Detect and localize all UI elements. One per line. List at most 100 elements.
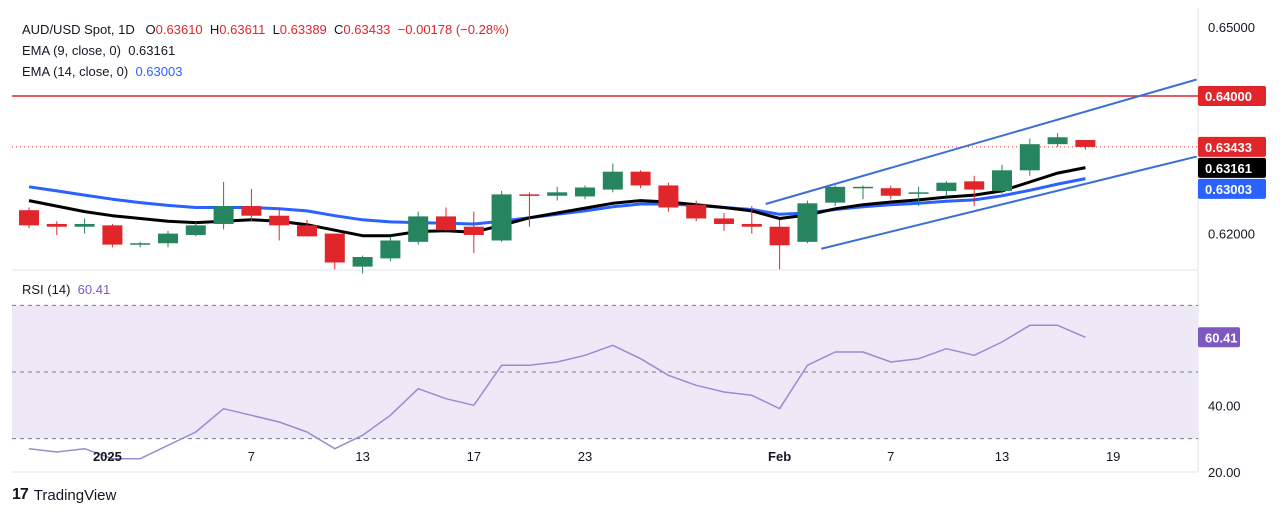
rsi-value-label: 60.41 — [1205, 330, 1238, 345]
candle-up — [853, 185, 873, 200]
rsi-tick-label: 20.00 — [1208, 465, 1241, 480]
resistance-price-label-bg — [1198, 86, 1266, 106]
low-value: 0.63389 — [279, 22, 327, 37]
candle-up — [185, 222, 206, 237]
time-tick-label: 23 — [578, 449, 592, 464]
candle-body — [992, 170, 1012, 191]
ema9-value: 0.63161 — [128, 43, 176, 58]
close-label: C — [334, 22, 344, 37]
candle-up — [352, 255, 373, 274]
high-value: 0.63611 — [219, 22, 266, 37]
candle-down — [102, 223, 123, 248]
time-tick-label: 17 — [467, 449, 481, 464]
candle-body — [714, 218, 734, 224]
candle-body — [102, 225, 123, 245]
candle-down — [46, 221, 67, 235]
candle-down — [714, 212, 734, 231]
rsi-label: RSI (14) — [22, 282, 71, 297]
candle-down — [519, 192, 540, 227]
price-label-bg — [1198, 157, 1266, 178]
candle-up — [158, 230, 178, 248]
candle-body — [463, 226, 484, 235]
channel-upper-line — [765, 78, 1197, 205]
candle-body — [185, 225, 206, 235]
candle-body — [241, 206, 262, 216]
candle-up — [408, 211, 429, 245]
time-tick-label: 2025 — [93, 449, 122, 464]
candle-body — [213, 206, 234, 224]
candle-body — [74, 223, 95, 227]
time-tick-label: 7 — [887, 449, 894, 464]
low-label: L — [272, 22, 280, 37]
close-value: 0.63433 — [343, 22, 391, 37]
candle-body — [575, 187, 595, 197]
ohlc-legend: AUD/USD Spot, 1D O0.63610 H0.63611 L0.63… — [22, 22, 509, 37]
candle-up — [908, 186, 929, 207]
candle-body — [936, 182, 957, 191]
candle-body — [964, 181, 985, 190]
resistance-price-label: 0.64000 — [1205, 89, 1252, 104]
candle-down — [880, 185, 901, 200]
candle-body — [19, 210, 39, 226]
rsi-line — [28, 324, 1086, 460]
candle-up — [74, 218, 95, 234]
candle-body — [130, 243, 151, 245]
candle-body — [297, 225, 317, 237]
high-label: H — [209, 22, 220, 37]
candle-body — [491, 194, 512, 241]
candle-down — [241, 188, 262, 222]
candle-body — [158, 233, 178, 244]
candle-up — [1047, 133, 1068, 147]
candle-down — [658, 182, 679, 212]
channel-lower-line — [821, 155, 1197, 250]
price-label-bg — [1198, 178, 1266, 199]
candle-body — [630, 171, 651, 186]
candle-down — [324, 233, 345, 270]
ema14-label: EMA (14, close, 0) — [22, 64, 129, 79]
time-tick-label: 7 — [248, 449, 255, 464]
candle-up — [547, 186, 568, 201]
candle-up — [1019, 138, 1040, 176]
candle-down — [1075, 140, 1096, 150]
candle-body — [1047, 137, 1068, 145]
candle-up — [380, 236, 401, 262]
candle-down — [463, 211, 484, 253]
price-tick-label: 0.62000 — [1208, 227, 1255, 242]
candle-body — [769, 226, 790, 246]
candle-up — [602, 163, 623, 193]
rsi-value-label-bg — [1198, 327, 1240, 348]
candle-body — [380, 240, 401, 259]
ema14-line — [28, 177, 1086, 226]
symbol-label: AUD/USD Spot, 1D — [22, 22, 135, 37]
candle-up — [491, 190, 512, 242]
candle-up — [936, 181, 957, 197]
candle-body — [519, 194, 540, 196]
tradingview-brand[interactable]: 17 TradingView — [12, 486, 116, 504]
rsi-tick-label: 40.00 — [1208, 398, 1241, 413]
candle-body — [46, 223, 67, 227]
open-value: 0.63610 — [155, 22, 203, 37]
candle-body — [408, 216, 429, 242]
rsi-legend-value: 60.41 — [77, 282, 111, 297]
candle-up — [825, 185, 846, 207]
candle-down — [297, 219, 317, 237]
candle-down — [686, 200, 707, 222]
candle-up — [992, 164, 1012, 194]
rsi-legend: RSI (14) 60.41 — [22, 282, 110, 297]
ema9-line — [28, 166, 1086, 238]
candle-up — [797, 200, 818, 244]
candle-down — [741, 206, 762, 234]
candle-body — [352, 256, 373, 267]
time-tick-label: 13 — [355, 449, 369, 464]
candle-body — [797, 203, 818, 242]
candle-body — [436, 216, 456, 231]
candle-up — [575, 185, 595, 200]
time-tick-label: Feb — [768, 449, 791, 464]
candle-body — [269, 215, 290, 226]
time-tick-label: 13 — [995, 449, 1009, 464]
price-label: 0.63161 — [1205, 161, 1252, 176]
ema9-label: EMA (9, close, 0) — [22, 43, 121, 58]
candle-body — [825, 186, 846, 203]
